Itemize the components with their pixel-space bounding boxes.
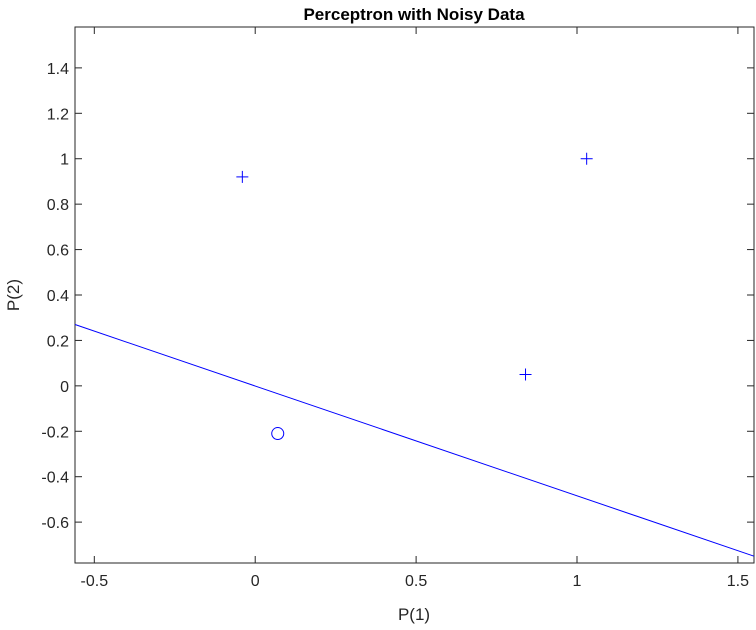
y-tick-label: 0.2 xyxy=(47,333,69,350)
y-tick-label: -0.4 xyxy=(41,470,69,487)
plus-marker xyxy=(580,152,593,165)
tick-labels: -0.5 0 0.5 1 1.5 -0.6 -0.4 -0.2 0 0.2 0.4 0.6 0.8 1 1.… xyxy=(41,61,749,590)
decision-boundary-line xyxy=(74,324,755,557)
plus-marker xyxy=(519,368,532,381)
y-tick-label: -0.2 xyxy=(41,424,69,441)
y-tick-label: 0.6 xyxy=(47,243,69,260)
y-axis-label: P(2) xyxy=(4,279,23,311)
chart-title: Perceptron with Noisy Data xyxy=(303,5,525,24)
plus-marker xyxy=(236,170,249,183)
plot-area: -0.5 0 0.5 1 1.5 -0.6 -0.4 -0.2 0 0.2 0.4 0.6 0.8 1 1.… xyxy=(41,26,755,590)
x-axis-label: P(1) xyxy=(398,605,430,624)
circle-marker xyxy=(271,427,285,441)
x-tick-label: 0.5 xyxy=(405,573,427,590)
x-tick-label: 0 xyxy=(251,573,260,590)
y-tick-label: 1.4 xyxy=(47,61,69,78)
y-tick-label: 1 xyxy=(60,152,69,169)
data-marks xyxy=(74,152,755,557)
y-tick-label: 0 xyxy=(60,379,69,396)
x-tick-label: 1 xyxy=(573,573,582,590)
y-tick-label: -0.6 xyxy=(41,515,69,532)
y-tick-label: 1.2 xyxy=(47,106,69,123)
y-tick-label: 0.4 xyxy=(47,288,69,305)
axes-box xyxy=(74,26,755,564)
x-tick-label: -0.5 xyxy=(81,573,109,590)
tick-marks xyxy=(75,27,754,563)
x-tick-label: 1.5 xyxy=(727,573,749,590)
y-tick-label: 0.8 xyxy=(47,197,69,214)
